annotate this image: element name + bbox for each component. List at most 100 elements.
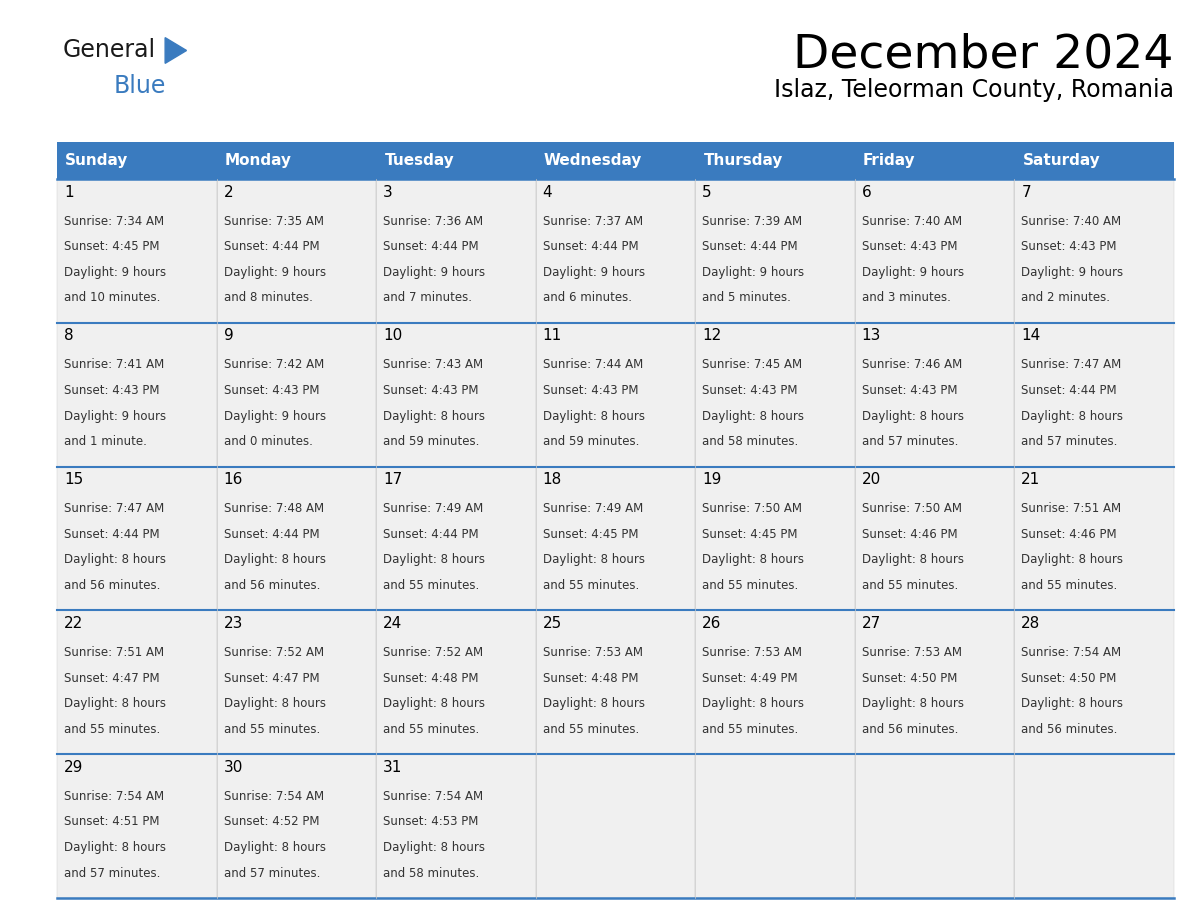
Text: Blue: Blue (114, 74, 166, 98)
Text: and 3 minutes.: and 3 minutes. (861, 292, 950, 305)
Text: Daylight: 9 hours: Daylight: 9 hours (543, 266, 645, 279)
Text: Thursday: Thursday (703, 153, 783, 168)
Text: and 8 minutes.: and 8 minutes. (223, 292, 312, 305)
Text: Daylight: 8 hours: Daylight: 8 hours (861, 554, 963, 566)
Text: Sunset: 4:45 PM: Sunset: 4:45 PM (702, 528, 798, 541)
Text: and 56 minutes.: and 56 minutes. (861, 722, 959, 735)
Text: Sunset: 4:46 PM: Sunset: 4:46 PM (861, 528, 958, 541)
Text: Daylight: 8 hours: Daylight: 8 hours (543, 697, 645, 711)
Text: 28: 28 (1022, 616, 1041, 631)
Text: Sunset: 4:50 PM: Sunset: 4:50 PM (1022, 671, 1117, 685)
Text: Sunrise: 7:50 AM: Sunrise: 7:50 AM (861, 502, 962, 515)
Text: Sunrise: 7:41 AM: Sunrise: 7:41 AM (64, 358, 164, 372)
Text: Daylight: 8 hours: Daylight: 8 hours (384, 554, 485, 566)
Text: Sunrise: 7:36 AM: Sunrise: 7:36 AM (384, 215, 484, 228)
Text: and 57 minutes.: and 57 minutes. (64, 867, 160, 879)
Text: Tuesday: Tuesday (385, 153, 454, 168)
Text: Wednesday: Wednesday (544, 153, 643, 168)
Bar (57, 466, 216, 610)
Text: Daylight: 9 hours: Daylight: 9 hours (223, 409, 326, 422)
Text: Daylight: 8 hours: Daylight: 8 hours (223, 697, 326, 711)
Text: Sunday: Sunday (65, 153, 128, 168)
Text: 8: 8 (64, 329, 74, 343)
Text: Daylight: 8 hours: Daylight: 8 hours (64, 554, 166, 566)
Text: and 59 minutes.: and 59 minutes. (543, 435, 639, 448)
Text: 5: 5 (702, 185, 712, 199)
Text: 30: 30 (223, 759, 244, 775)
Text: and 57 minutes.: and 57 minutes. (1022, 435, 1118, 448)
Bar (216, 754, 377, 898)
Text: Sunset: 4:43 PM: Sunset: 4:43 PM (1022, 241, 1117, 253)
Bar (536, 179, 695, 323)
Text: Daylight: 9 hours: Daylight: 9 hours (702, 266, 804, 279)
Bar (854, 610, 1015, 754)
Text: Sunset: 4:44 PM: Sunset: 4:44 PM (223, 241, 320, 253)
Text: Sunset: 4:48 PM: Sunset: 4:48 PM (543, 671, 638, 685)
Text: 18: 18 (543, 472, 562, 487)
Text: and 1 minute.: and 1 minute. (64, 435, 147, 448)
Text: Daylight: 9 hours: Daylight: 9 hours (1022, 266, 1124, 279)
Bar (536, 610, 695, 754)
Bar (1015, 466, 1174, 610)
Text: Sunset: 4:43 PM: Sunset: 4:43 PM (702, 384, 798, 397)
Text: 7: 7 (1022, 185, 1031, 199)
Text: and 56 minutes.: and 56 minutes. (64, 579, 160, 592)
Text: Sunrise: 7:46 AM: Sunrise: 7:46 AM (861, 358, 962, 372)
Text: Sunrise: 7:40 AM: Sunrise: 7:40 AM (1022, 215, 1121, 228)
Bar (1015, 179, 1174, 323)
Text: Sunrise: 7:50 AM: Sunrise: 7:50 AM (702, 502, 802, 515)
Bar (377, 754, 536, 898)
Text: 1: 1 (64, 185, 74, 199)
Text: Sunrise: 7:39 AM: Sunrise: 7:39 AM (702, 215, 802, 228)
Text: Sunrise: 7:47 AM: Sunrise: 7:47 AM (64, 502, 164, 515)
Text: Sunrise: 7:54 AM: Sunrise: 7:54 AM (1022, 646, 1121, 659)
Bar (854, 466, 1015, 610)
Text: Sunset: 4:43 PM: Sunset: 4:43 PM (861, 241, 958, 253)
Bar (216, 323, 377, 466)
Text: Sunrise: 7:37 AM: Sunrise: 7:37 AM (543, 215, 643, 228)
Bar (854, 323, 1015, 466)
Text: Sunrise: 7:51 AM: Sunrise: 7:51 AM (1022, 502, 1121, 515)
Text: and 58 minutes.: and 58 minutes. (702, 435, 798, 448)
Bar (1015, 610, 1174, 754)
Text: Daylight: 8 hours: Daylight: 8 hours (223, 841, 326, 854)
Text: Daylight: 8 hours: Daylight: 8 hours (702, 697, 804, 711)
Text: and 55 minutes.: and 55 minutes. (543, 579, 639, 592)
Text: Sunset: 4:44 PM: Sunset: 4:44 PM (64, 528, 159, 541)
Text: Sunrise: 7:48 AM: Sunrise: 7:48 AM (223, 502, 324, 515)
Text: Sunset: 4:45 PM: Sunset: 4:45 PM (64, 241, 159, 253)
Text: Sunrise: 7:54 AM: Sunrise: 7:54 AM (223, 789, 324, 802)
Text: Sunset: 4:43 PM: Sunset: 4:43 PM (223, 384, 320, 397)
Text: and 55 minutes.: and 55 minutes. (861, 579, 958, 592)
Text: Sunset: 4:44 PM: Sunset: 4:44 PM (384, 528, 479, 541)
Text: and 55 minutes.: and 55 minutes. (384, 579, 480, 592)
Text: Daylight: 9 hours: Daylight: 9 hours (861, 266, 963, 279)
Text: Sunrise: 7:54 AM: Sunrise: 7:54 AM (64, 789, 164, 802)
Bar (377, 610, 536, 754)
Text: and 59 minutes.: and 59 minutes. (384, 435, 480, 448)
Text: Sunset: 4:47 PM: Sunset: 4:47 PM (223, 671, 320, 685)
Text: Daylight: 9 hours: Daylight: 9 hours (223, 266, 326, 279)
Text: and 56 minutes.: and 56 minutes. (223, 579, 320, 592)
Bar (536, 754, 695, 898)
Bar (695, 610, 854, 754)
Text: and 55 minutes.: and 55 minutes. (543, 722, 639, 735)
Bar (854, 754, 1015, 898)
Text: 21: 21 (1022, 472, 1041, 487)
Text: 12: 12 (702, 329, 721, 343)
Text: Sunrise: 7:44 AM: Sunrise: 7:44 AM (543, 358, 643, 372)
Text: 14: 14 (1022, 329, 1041, 343)
Bar (216, 466, 377, 610)
Text: 22: 22 (64, 616, 83, 631)
Text: and 5 minutes.: and 5 minutes. (702, 292, 791, 305)
Text: Daylight: 8 hours: Daylight: 8 hours (223, 554, 326, 566)
Text: Sunset: 4:48 PM: Sunset: 4:48 PM (384, 671, 479, 685)
Text: Sunrise: 7:52 AM: Sunrise: 7:52 AM (223, 646, 324, 659)
Text: Sunset: 4:52 PM: Sunset: 4:52 PM (223, 815, 320, 828)
Text: and 55 minutes.: and 55 minutes. (702, 722, 798, 735)
Bar (695, 754, 854, 898)
Text: Daylight: 8 hours: Daylight: 8 hours (702, 409, 804, 422)
Text: Daylight: 8 hours: Daylight: 8 hours (64, 841, 166, 854)
Text: Sunrise: 7:52 AM: Sunrise: 7:52 AM (384, 646, 484, 659)
Text: 24: 24 (384, 616, 403, 631)
